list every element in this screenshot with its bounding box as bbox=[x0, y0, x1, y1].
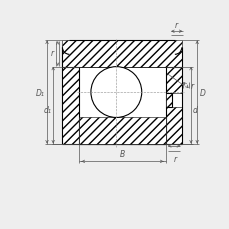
Polygon shape bbox=[62, 41, 181, 67]
Polygon shape bbox=[166, 107, 181, 144]
Text: r: r bbox=[51, 48, 54, 57]
Text: D₁: D₁ bbox=[36, 88, 44, 97]
Polygon shape bbox=[166, 67, 181, 93]
Circle shape bbox=[90, 67, 141, 118]
Polygon shape bbox=[78, 118, 166, 144]
Text: d: d bbox=[192, 106, 196, 115]
Polygon shape bbox=[62, 41, 181, 144]
Text: r: r bbox=[173, 155, 176, 164]
Text: r: r bbox=[189, 81, 193, 90]
Text: D: D bbox=[199, 88, 205, 97]
Text: r: r bbox=[174, 21, 177, 30]
Polygon shape bbox=[166, 93, 171, 107]
Text: B: B bbox=[119, 150, 125, 158]
Text: d₁: d₁ bbox=[44, 106, 52, 115]
Polygon shape bbox=[62, 67, 78, 144]
